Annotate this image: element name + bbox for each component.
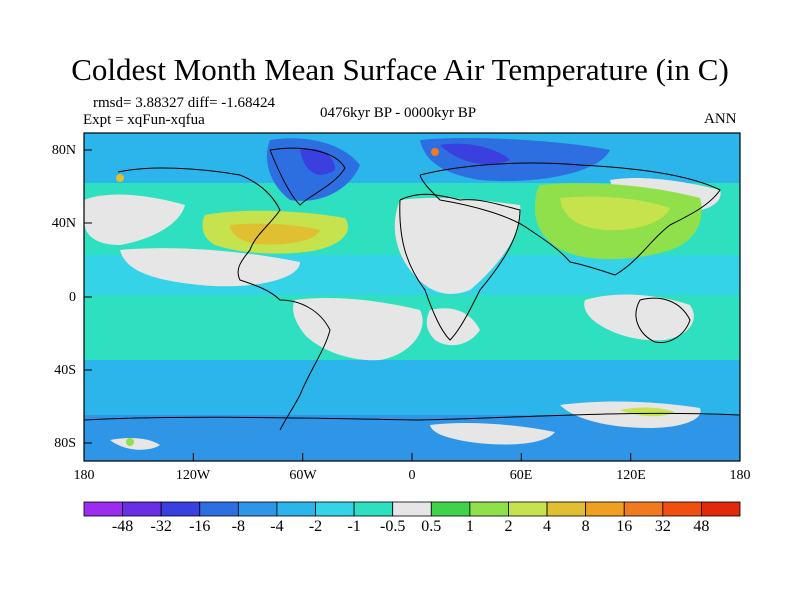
colorbar-label: 32 (654, 518, 671, 535)
lat-label-40n: 40N (51, 216, 76, 231)
colorbar-swatch (662, 501, 702, 517)
colorbar-label: -2 (308, 518, 323, 535)
colorbar-label: -4 (270, 518, 284, 535)
colorbar-label: -1 (347, 518, 361, 535)
colorbar-swatch (199, 501, 239, 517)
colorbar-swatch (237, 501, 278, 517)
colorbar-swatch (122, 501, 162, 517)
colorbar-swatch (315, 501, 355, 517)
colorbar-swatch (469, 501, 509, 517)
colorbar-label: -16 (189, 518, 211, 535)
colorbar (83, 501, 741, 517)
lon-label-180e: 180 (729, 468, 751, 483)
colorbar-swatch (585, 501, 625, 517)
period-label: 0476kyr BP - 0000kyr BP (320, 105, 477, 121)
lat-label-80n: 80N (51, 143, 76, 158)
lon-label-60w: 60W (289, 468, 317, 483)
rmsd-diff-stats: rmsd= 3.88327 diff= -1.68424 (93, 95, 276, 111)
experiment-label: Expt = xqFun-xqfua (83, 112, 205, 128)
colorbar-swatch (392, 501, 432, 517)
lon-label-120w: 120W (175, 468, 211, 483)
colorbar-swatch (623, 501, 664, 517)
colorbar-label: 0.5 (421, 518, 442, 535)
colorbar-label: 48 (693, 518, 710, 535)
colorbar-label: 4 (543, 518, 552, 535)
colorbar-label: 8 (581, 518, 590, 535)
colorbar-swatch (508, 501, 548, 517)
coastlines (84, 147, 740, 431)
temperature-field (84, 133, 740, 461)
colorbar-swatch (701, 501, 741, 517)
colorbar-label: -32 (150, 518, 172, 535)
lat-label-80s: 80S (54, 436, 76, 451)
colorbar-label: 2 (504, 518, 513, 535)
colorbar-swatch (83, 501, 123, 517)
colorbar-label: -48 (111, 518, 134, 535)
colorbar-label: -8 (231, 518, 245, 535)
colorbar-label: 16 (616, 518, 633, 535)
lon-label-120e: 120E (616, 468, 646, 483)
lat-label-0: 0 (69, 290, 76, 305)
lon-label-0: 0 (408, 468, 416, 483)
season-label: ANN (704, 111, 737, 127)
colorbar-label: 1 (465, 518, 474, 535)
lon-label-60e: 60E (509, 468, 533, 483)
lat-label-40s: 40S (54, 363, 76, 378)
colorbar-swatch (276, 501, 316, 517)
colorbar-swatch (160, 501, 201, 517)
colorbar-swatch (430, 501, 471, 517)
colorbar-swatch (353, 501, 394, 517)
colorbar-label: -0.5 (380, 518, 406, 535)
colorbar-swatch (546, 501, 587, 517)
map-title: Coldest Month Mean Surface Air Temperatu… (71, 52, 729, 87)
axis-ticks (83, 149, 741, 461)
lon-label-180w: 180 (73, 468, 95, 483)
